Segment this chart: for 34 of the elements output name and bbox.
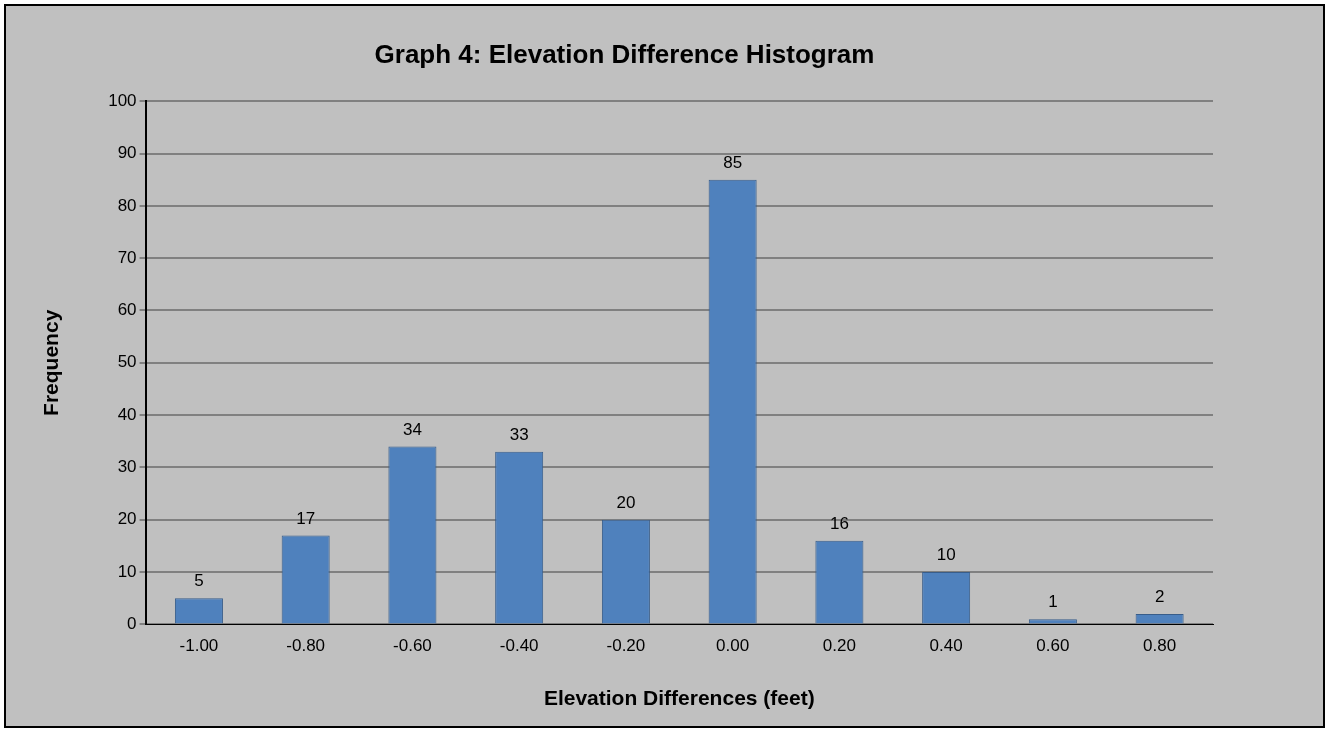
y-tick-label: 100 bbox=[108, 90, 137, 110]
y-tick-label: 70 bbox=[117, 247, 137, 267]
x-tick-label: -0.20 bbox=[606, 636, 646, 656]
x-tick-label: 0.00 bbox=[716, 636, 750, 656]
x-tick-label: -1.00 bbox=[179, 636, 219, 656]
data-label: 17 bbox=[296, 508, 316, 528]
x-tick-label: -0.80 bbox=[286, 636, 326, 656]
y-tick-label: 80 bbox=[117, 195, 137, 215]
data-label: 16 bbox=[829, 513, 849, 533]
x-tick-label: 0.40 bbox=[929, 636, 963, 656]
x-tick-label: 0.60 bbox=[1036, 636, 1070, 656]
data-label: 20 bbox=[616, 492, 636, 512]
x-tick-label: 0.80 bbox=[1143, 636, 1177, 656]
y-tick-label: 90 bbox=[117, 143, 137, 163]
data-label: 34 bbox=[402, 419, 422, 439]
y-tick-label: 60 bbox=[117, 300, 137, 320]
data-label: 85 bbox=[723, 152, 743, 172]
y-tick-label: 50 bbox=[117, 352, 137, 372]
chart-title: Graph 4: Elevation Difference Histogram bbox=[374, 38, 875, 69]
data-label: 5 bbox=[194, 571, 204, 591]
y-tick-label: 40 bbox=[117, 404, 137, 424]
y-tick-label: 30 bbox=[117, 457, 137, 477]
y-tick-label: 10 bbox=[117, 561, 137, 581]
data-label: 10 bbox=[936, 545, 956, 565]
data-label: 2 bbox=[1154, 587, 1165, 607]
x-tick-label: -0.40 bbox=[499, 636, 539, 656]
y-tick-label: 20 bbox=[117, 509, 137, 529]
y-tick-label: 0 bbox=[127, 614, 137, 634]
data-label: 1 bbox=[1048, 592, 1058, 612]
y-axis-title: Frequency bbox=[39, 309, 63, 416]
x-tick-label: 0.20 bbox=[822, 636, 856, 656]
x-axis-title: Elevation Differences (feet) bbox=[543, 686, 815, 710]
data-label: 33 bbox=[509, 424, 529, 444]
x-tick-label: -0.60 bbox=[393, 636, 432, 656]
